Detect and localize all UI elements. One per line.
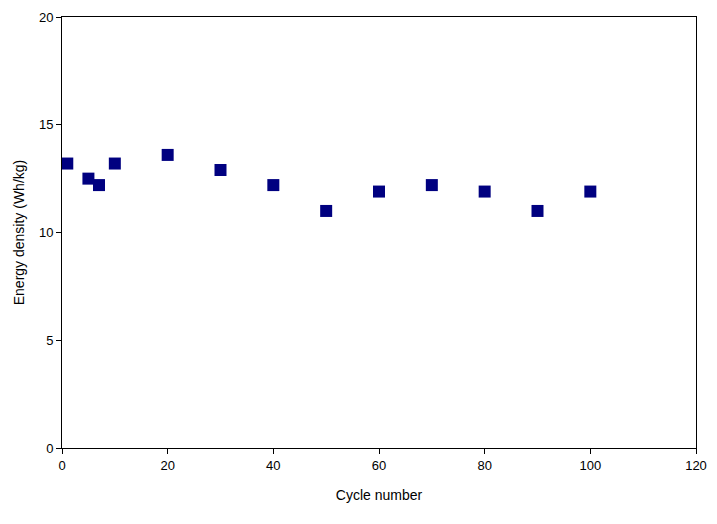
- svg-text:0: 0: [58, 458, 65, 473]
- svg-text:100: 100: [579, 458, 601, 473]
- svg-text:5: 5: [46, 333, 53, 348]
- svg-text:10: 10: [39, 225, 53, 240]
- svg-text:40: 40: [266, 458, 280, 473]
- svg-text:20: 20: [160, 458, 174, 473]
- svg-text:60: 60: [372, 458, 386, 473]
- svg-text:80: 80: [477, 458, 491, 473]
- svg-text:0: 0: [46, 441, 53, 456]
- svg-text:120: 120: [685, 458, 707, 473]
- svg-text:Energy density (Wh/kg): Energy density (Wh/kg): [11, 160, 27, 306]
- svg-text:15: 15: [39, 117, 53, 132]
- svg-text:Cycle number: Cycle number: [336, 487, 423, 503]
- svg-text:20: 20: [39, 10, 53, 25]
